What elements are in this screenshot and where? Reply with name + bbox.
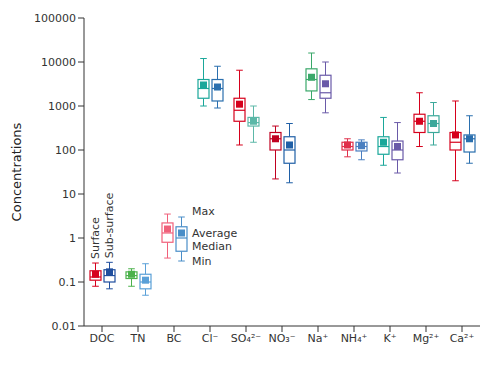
svg-text:Surface: Surface: [90, 217, 103, 259]
svg-text:DOC: DOC: [90, 332, 115, 345]
svg-text:Cl⁻: Cl⁻: [202, 332, 219, 345]
svg-text:SO₄²⁻: SO₄²⁻: [231, 332, 261, 345]
svg-text:Sub-surface: Sub-surface: [104, 193, 117, 259]
svg-text:TN: TN: [130, 332, 146, 345]
svg-text:10: 10: [62, 188, 76, 201]
svg-text:0.1: 0.1: [59, 276, 77, 289]
svg-text:1000: 1000: [48, 100, 76, 113]
svg-text:NH₄⁺: NH₄⁺: [341, 332, 368, 345]
svg-text:Max: Max: [192, 205, 215, 218]
svg-text:Ca²⁺: Ca²⁺: [450, 332, 475, 345]
svg-text:Average: Average: [192, 227, 237, 240]
svg-text:K⁺: K⁺: [383, 332, 396, 345]
svg-text:Concentrations: Concentrations: [9, 122, 24, 221]
svg-text:Mg²⁺: Mg²⁺: [413, 332, 440, 345]
svg-text:100000: 100000: [34, 12, 76, 25]
svg-text:NO₃⁻: NO₃⁻: [268, 332, 295, 345]
svg-text:Median: Median: [192, 240, 232, 253]
svg-text:100: 100: [55, 144, 76, 157]
svg-text:0.01: 0.01: [52, 320, 77, 333]
svg-text:BC: BC: [166, 332, 181, 345]
svg-text:1: 1: [69, 232, 76, 245]
svg-text:Na⁺: Na⁺: [308, 332, 329, 345]
svg-text:10000: 10000: [41, 56, 76, 69]
svg-text:Min: Min: [192, 255, 212, 268]
